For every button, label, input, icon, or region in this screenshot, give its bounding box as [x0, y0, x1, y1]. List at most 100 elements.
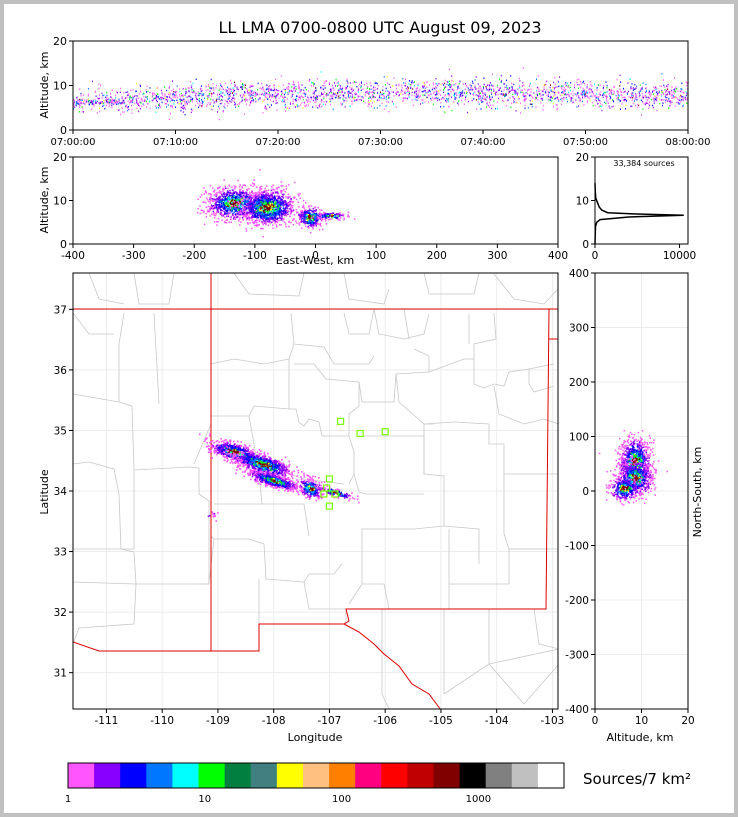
source-point	[289, 200, 291, 203]
source-point	[565, 82, 567, 84]
source-point	[358, 87, 360, 90]
source-point	[435, 86, 436, 88]
source-point	[451, 80, 453, 82]
source-point	[216, 209, 219, 211]
source-point	[599, 84, 601, 86]
source-point	[218, 190, 221, 192]
source-point	[274, 202, 276, 205]
source-point	[369, 103, 371, 105]
source-point	[136, 101, 138, 104]
source-point	[206, 210, 209, 213]
source-point	[457, 85, 459, 87]
source-point	[242, 212, 244, 214]
source-point	[217, 94, 219, 96]
source-point	[234, 204, 237, 207]
source-point	[283, 208, 286, 210]
source-point	[606, 84, 608, 87]
source-point	[409, 92, 410, 95]
source-point	[392, 85, 394, 87]
source-point	[544, 84, 546, 86]
source-point	[567, 82, 568, 84]
source-point	[424, 90, 426, 92]
source-point	[518, 95, 519, 98]
source-point	[304, 102, 306, 104]
source-point	[240, 101, 242, 103]
source-point	[275, 220, 278, 223]
source-point	[190, 86, 192, 89]
source-point	[485, 86, 487, 89]
source-point	[638, 104, 640, 107]
source-point	[323, 82, 325, 85]
source-point	[578, 78, 580, 81]
source-point	[630, 96, 632, 98]
source-point	[211, 199, 213, 202]
source-point	[293, 214, 296, 216]
source-point	[243, 98, 245, 101]
source-point	[245, 194, 247, 196]
source-point	[387, 90, 389, 93]
source-point	[329, 92, 330, 94]
source-point	[232, 214, 235, 216]
source-point	[345, 88, 347, 90]
source-point	[293, 89, 295, 91]
source-point	[308, 98, 310, 101]
source-point	[250, 184, 252, 187]
source-point	[435, 94, 437, 96]
source-point	[594, 99, 596, 101]
source-point	[362, 97, 364, 99]
source-point	[582, 87, 584, 90]
source-point	[233, 216, 235, 219]
source-point	[434, 91, 436, 93]
source-point	[422, 86, 423, 88]
source-point	[553, 102, 555, 105]
source-point	[191, 101, 193, 103]
source-point	[351, 100, 353, 103]
source-point	[177, 101, 179, 104]
source-point	[284, 209, 287, 211]
source-point	[555, 97, 557, 99]
source-point	[308, 213, 311, 216]
source-point	[145, 100, 147, 103]
source-point	[219, 213, 222, 215]
source-point	[226, 213, 228, 215]
source-point	[216, 84, 217, 87]
source-point	[285, 223, 287, 225]
source-point	[603, 94, 605, 96]
source-point	[280, 90, 282, 93]
source-point	[239, 216, 241, 219]
source-point	[224, 103, 226, 105]
source-point	[116, 102, 118, 104]
source-point	[320, 217, 323, 219]
source-point	[257, 198, 260, 200]
source-point	[288, 225, 290, 228]
source-point	[246, 99, 248, 101]
source-point	[426, 92, 428, 95]
source-point	[254, 207, 257, 209]
source-point	[633, 88, 635, 90]
source-point	[246, 213, 248, 215]
source-point	[553, 81, 555, 84]
source-point	[158, 104, 159, 106]
source-point	[686, 88, 688, 90]
source-point	[398, 83, 400, 86]
source-point	[253, 195, 256, 197]
source-point	[398, 94, 400, 97]
source-point	[479, 85, 481, 88]
source-point	[217, 204, 220, 206]
source-point	[379, 96, 381, 99]
source-point	[553, 88, 555, 91]
source-point	[419, 95, 421, 97]
source-point	[639, 94, 641, 97]
source-point	[248, 188, 250, 190]
source-point	[295, 106, 297, 108]
source-point	[563, 90, 565, 92]
source-point	[398, 84, 400, 87]
source-point	[529, 94, 531, 96]
source-point	[356, 99, 357, 101]
source-point	[245, 103, 247, 105]
source-point	[343, 217, 345, 219]
source-point	[650, 98, 652, 101]
source-point	[260, 199, 262, 202]
source-point	[535, 96, 537, 99]
source-point	[438, 92, 440, 95]
